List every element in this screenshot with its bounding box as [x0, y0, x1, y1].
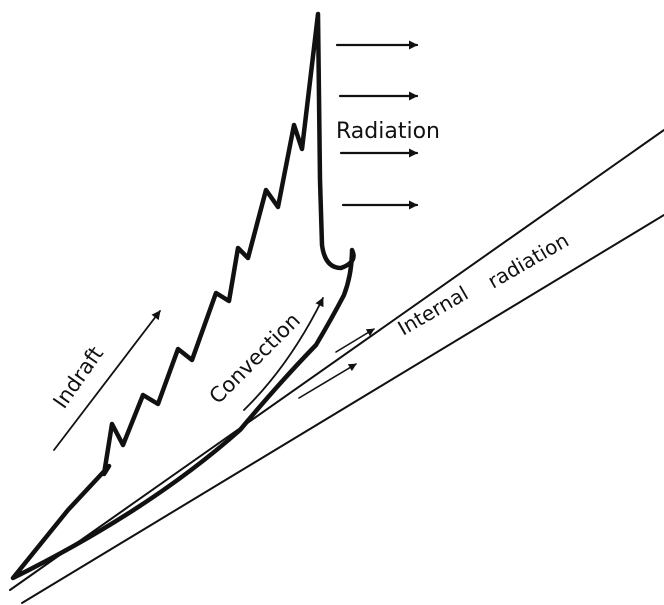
indraft-label: Indraft — [48, 342, 108, 413]
internal-radiation-label: radiation — [484, 228, 573, 293]
indraft-arrow — [53, 310, 161, 451]
slope-upper-line — [9, 129, 664, 591]
flame-outline — [10, 11, 356, 581]
convection-arrow — [243, 297, 324, 411]
slope-lower-line — [21, 214, 664, 604]
internal-radiation-arrow-1 — [335, 328, 375, 353]
radiation-label: Radiation — [336, 119, 440, 144]
internal-label: Internal — [394, 281, 473, 340]
internal-radiation-arrow-2 — [298, 363, 357, 399]
